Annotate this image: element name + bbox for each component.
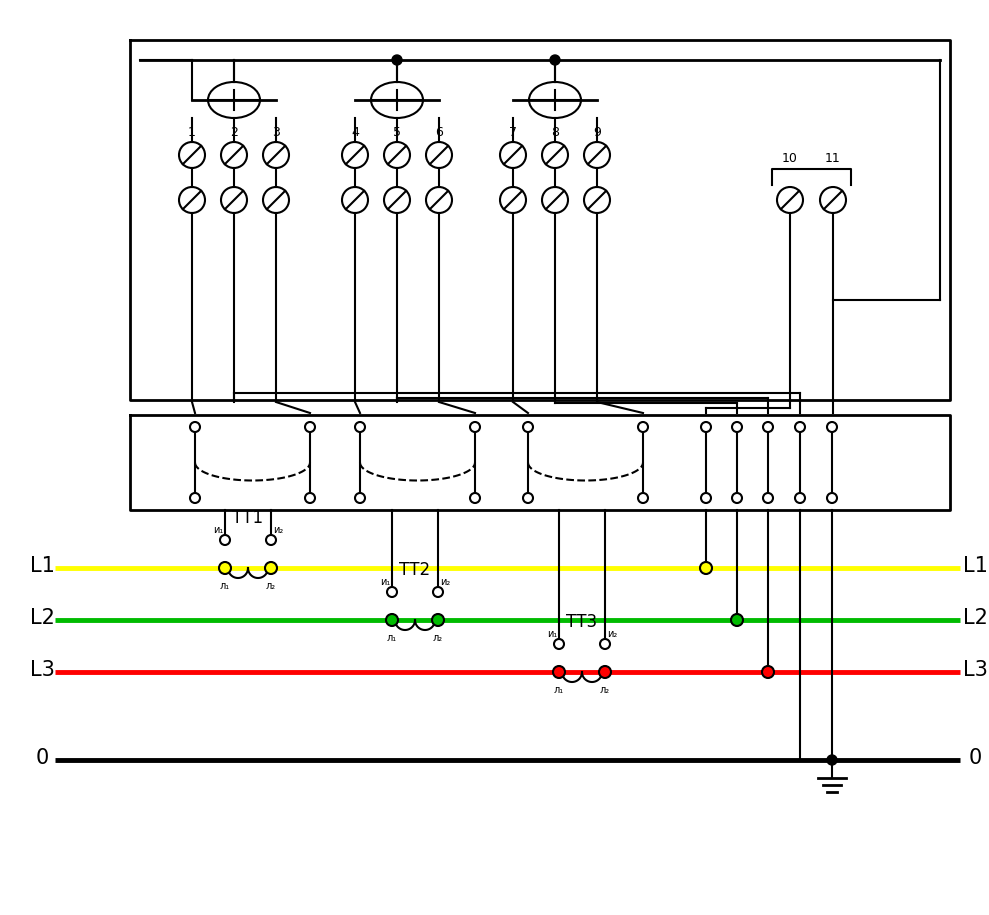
Circle shape xyxy=(432,614,444,626)
Circle shape xyxy=(731,614,743,626)
Text: L2: L2 xyxy=(30,608,54,628)
Circle shape xyxy=(523,493,533,503)
Text: L2: L2 xyxy=(962,608,987,628)
Text: и₁: и₁ xyxy=(547,629,557,639)
Text: л₁: л₁ xyxy=(387,633,397,643)
Circle shape xyxy=(827,422,837,432)
Circle shape xyxy=(701,493,711,503)
Text: 0: 0 xyxy=(968,748,982,768)
Circle shape xyxy=(599,666,611,678)
Circle shape xyxy=(219,562,231,574)
Circle shape xyxy=(386,614,398,626)
Circle shape xyxy=(220,535,230,545)
Circle shape xyxy=(763,493,773,503)
Text: 2: 2 xyxy=(230,126,238,139)
Circle shape xyxy=(355,422,365,432)
Circle shape xyxy=(600,639,610,649)
Circle shape xyxy=(732,493,742,503)
Text: л₂: л₂ xyxy=(600,685,610,695)
Circle shape xyxy=(795,422,805,432)
Text: 1: 1 xyxy=(188,126,196,139)
Circle shape xyxy=(387,587,397,597)
Text: ТТ1: ТТ1 xyxy=(232,509,263,527)
Circle shape xyxy=(732,422,742,432)
Circle shape xyxy=(827,755,837,765)
Circle shape xyxy=(827,493,837,503)
Text: 5: 5 xyxy=(393,126,401,139)
Circle shape xyxy=(762,666,774,678)
Circle shape xyxy=(190,493,200,503)
Text: и₂: и₂ xyxy=(607,629,617,639)
Circle shape xyxy=(392,55,402,65)
Circle shape xyxy=(305,422,315,432)
Text: л₂: л₂ xyxy=(433,633,443,643)
Circle shape xyxy=(638,493,648,503)
Circle shape xyxy=(305,493,315,503)
Circle shape xyxy=(763,422,773,432)
Text: и₂: и₂ xyxy=(440,577,450,587)
Circle shape xyxy=(470,422,480,432)
Text: 11: 11 xyxy=(825,152,841,165)
Circle shape xyxy=(355,493,365,503)
Text: и₁: и₁ xyxy=(380,577,390,587)
Circle shape xyxy=(433,587,443,597)
Text: 8: 8 xyxy=(551,126,559,139)
Circle shape xyxy=(554,639,564,649)
Text: и₂: и₂ xyxy=(273,525,283,535)
Circle shape xyxy=(553,666,565,678)
Circle shape xyxy=(638,422,648,432)
Text: L1: L1 xyxy=(962,556,987,576)
Text: л₁: л₁ xyxy=(554,685,564,695)
Text: 10: 10 xyxy=(782,152,798,165)
Circle shape xyxy=(700,562,712,574)
Text: L1: L1 xyxy=(30,556,54,576)
Text: ТТ3: ТТ3 xyxy=(567,613,597,631)
Text: 3: 3 xyxy=(272,126,280,139)
Text: 6: 6 xyxy=(435,126,443,139)
Text: L3: L3 xyxy=(962,660,987,680)
Text: 7: 7 xyxy=(509,126,517,139)
Text: л₁: л₁ xyxy=(220,581,230,591)
Circle shape xyxy=(523,422,533,432)
Text: L3: L3 xyxy=(30,660,54,680)
Circle shape xyxy=(470,493,480,503)
Text: и₁: и₁ xyxy=(213,525,223,535)
Circle shape xyxy=(265,562,277,574)
Text: 9: 9 xyxy=(593,126,601,139)
Text: л₂: л₂ xyxy=(266,581,276,591)
Text: 0: 0 xyxy=(36,748,48,768)
Circle shape xyxy=(795,493,805,503)
Circle shape xyxy=(190,422,200,432)
Text: ТТ2: ТТ2 xyxy=(400,561,430,579)
Text: 4: 4 xyxy=(351,126,359,139)
Circle shape xyxy=(550,55,560,65)
Circle shape xyxy=(266,535,276,545)
Circle shape xyxy=(701,422,711,432)
